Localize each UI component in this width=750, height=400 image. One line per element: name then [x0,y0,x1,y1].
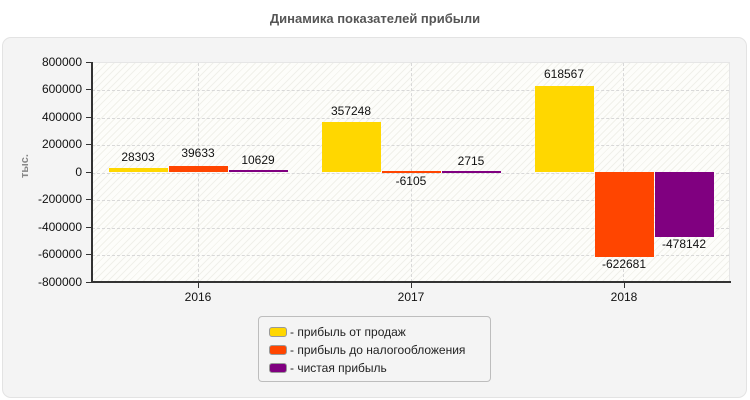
value-label: -622681 [601,257,647,271]
gridline [92,173,729,174]
x-tick-label: 2016 [184,290,212,304]
legend-swatch-icon [269,345,287,355]
value-label: 357248 [330,104,372,118]
y-tick-label: 200000 [41,137,82,151]
chart-title: Динамика показателей прибыли [269,11,481,26]
y-tick [86,254,92,255]
gridline [92,228,729,229]
gridline [92,145,729,146]
y-tick [86,89,92,90]
gridline [92,90,729,91]
y-tick-label: 800000 [41,55,82,69]
x-tick-label: 2017 [397,290,425,304]
bar-pretax-profit-2016[interactable] [169,166,228,172]
legend-label: - чистая прибыль [290,361,387,375]
legend-item-pretax-profit[interactable]: - прибыль до налогообложения [269,341,490,359]
bar-pretax-profit-2018[interactable] [595,172,654,257]
value-label: -6105 [395,174,427,188]
value-label: 10629 [241,153,275,167]
legend-item-sales-profit[interactable]: - прибыль от продаж [269,323,490,341]
y-tick [86,227,92,228]
gridline [92,255,729,256]
value-label: -478142 [661,237,707,251]
y-tick [86,117,92,118]
x-tick [411,283,412,288]
y-axis [91,62,93,283]
y-tick-label: -600000 [37,247,82,261]
y-tick [86,199,92,200]
x-tick-label: 2018 [610,290,638,304]
x-tick [198,283,199,288]
value-label: 618567 [543,67,585,81]
gridline [92,200,729,201]
legend-swatch-icon [269,363,287,373]
x-axis [91,281,731,283]
y-tick [86,172,92,173]
y-tick [86,282,92,283]
y-tick-label: 0 [75,165,82,179]
value-label: 39633 [181,146,215,160]
legend: - прибыль от продаж - прибыль до налогоо… [258,316,491,382]
bar-sales-profit-2018[interactable] [535,86,594,172]
bar-net-profit-2018[interactable] [655,172,714,237]
bar-sales-profit-2017[interactable] [322,122,381,172]
y-tick-label: -400000 [37,220,82,234]
gridline [198,63,199,282]
legend-label: - прибыль от продаж [290,325,406,339]
y-tick [86,144,92,145]
y-tick-label: -200000 [37,192,82,206]
gridline [92,118,729,119]
legend-swatch-icon [269,327,287,337]
y-tick-label: 600000 [41,82,82,96]
y-tick-label: 400000 [41,110,82,124]
bar-net-profit-2017[interactable] [442,171,501,173]
bar-sales-profit-2016[interactable] [109,168,168,172]
value-label: 2715 [457,154,485,168]
bar-net-profit-2016[interactable] [229,170,288,172]
legend-item-net-profit[interactable]: - чистая прибыль [269,359,490,377]
value-label: 28303 [121,150,155,164]
y-tick [86,62,92,63]
legend-label: - прибыль до налогообложения [290,343,466,357]
x-tick [624,283,625,288]
y-tick-label: -800000 [37,275,82,289]
bar-pretax-profit-2017[interactable] [382,171,441,173]
